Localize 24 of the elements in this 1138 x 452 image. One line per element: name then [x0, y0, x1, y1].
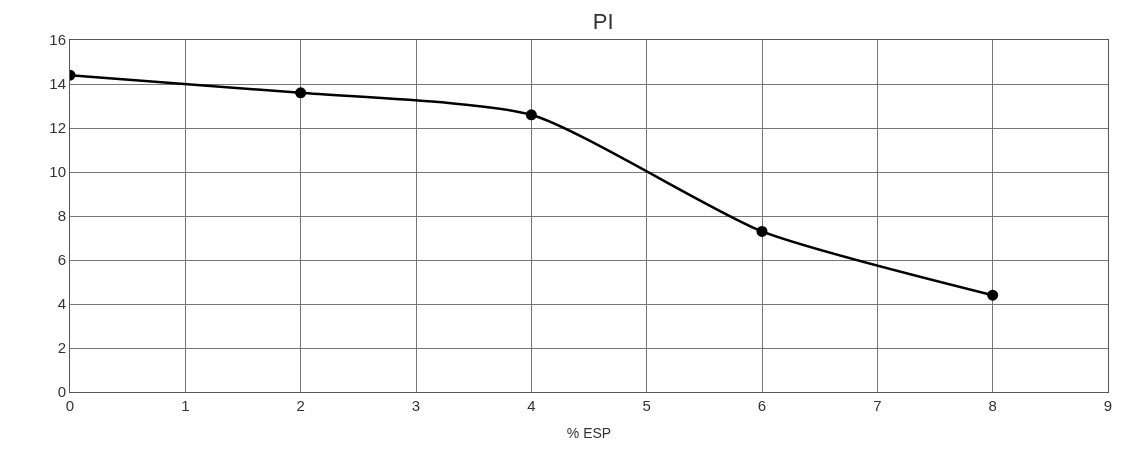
- x-tick-label: 3: [411, 397, 421, 414]
- y-tick-label: 8: [57, 207, 66, 225]
- y-tick-label: 16: [49, 31, 66, 49]
- y-tick-label: 6: [57, 251, 66, 269]
- x-tick-label: 4: [527, 397, 536, 414]
- point: [295, 87, 307, 99]
- point: [987, 289, 999, 301]
- x-tick-label: 6: [757, 397, 767, 414]
- y-tick-label: 14: [49, 75, 66, 93]
- x-tick-label: 2: [296, 397, 305, 414]
- y-tick-label: 4: [57, 295, 66, 313]
- x-tick-label: 5: [642, 397, 651, 414]
- point: [756, 225, 768, 237]
- y-tick-label: 0: [57, 383, 66, 401]
- x-tick-label: 8: [988, 397, 997, 414]
- y-tick-label: 2: [57, 339, 66, 357]
- y-tick-label: 10: [49, 163, 66, 181]
- x-axis-title: % ESP: [566, 425, 612, 442]
- x-tick-label: 1: [181, 397, 190, 414]
- x-tick-label: 7: [873, 397, 882, 414]
- chart-title: PI: [592, 8, 614, 34]
- point: [525, 109, 537, 121]
- x-tick-label: 9: [1103, 397, 1113, 414]
- y-tick-label: 12: [49, 119, 66, 137]
